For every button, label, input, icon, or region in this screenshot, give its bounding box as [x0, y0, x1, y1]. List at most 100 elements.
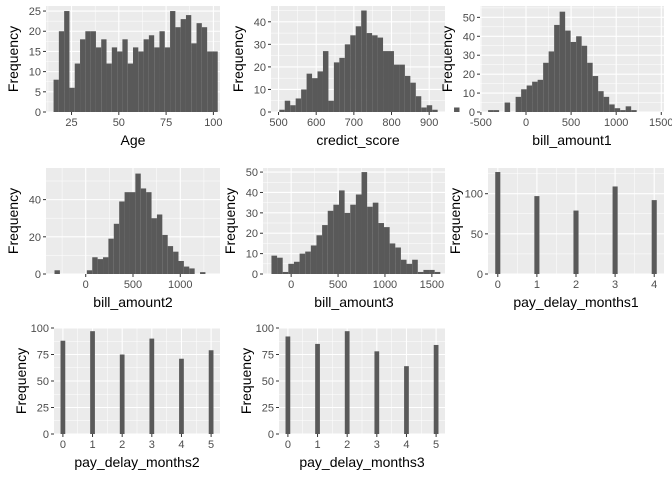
x-tick-label: 0	[83, 279, 89, 291]
histogram-bar	[92, 257, 98, 274]
histogram-bar	[344, 331, 350, 434]
y-tick-label: 0	[268, 429, 274, 441]
y-axis-title: Frequency	[13, 348, 29, 414]
x-tick-label: 1000	[373, 279, 397, 291]
x-tick-label: 3	[612, 279, 618, 291]
x-tick-label: 1500	[420, 279, 444, 291]
histogram-bar	[133, 47, 139, 113]
histogram-bar	[103, 257, 109, 274]
x-tick-label: 4	[403, 439, 409, 451]
histogram-bar	[423, 269, 430, 274]
histogram-bar	[167, 246, 174, 274]
histogram-bar	[404, 366, 409, 434]
x-tick-label: 100	[204, 117, 222, 129]
y-tick-label: 75	[262, 350, 274, 362]
histogram-bar	[366, 33, 373, 113]
x-axis-title: bill_amount1	[532, 132, 612, 148]
x-axis-title: pay_delay_months2	[74, 454, 200, 470]
x-tick-label: 500	[562, 117, 580, 129]
histogram-bar	[433, 344, 439, 434]
histogram-bar	[372, 35, 378, 112]
histogram-bar	[399, 64, 405, 112]
y-tick-label: 30	[463, 50, 475, 62]
y-tick-label: 0	[35, 107, 41, 119]
x-tick-label: 500	[329, 279, 347, 291]
x-tick-label: 0	[495, 279, 501, 291]
histogram-bar	[378, 223, 385, 274]
y-tick-label: 0	[252, 269, 258, 281]
histogram-bar	[504, 102, 511, 112]
y-tick-label: 20	[254, 62, 266, 74]
histogram-bar	[333, 204, 339, 274]
y-tick-label: 100	[256, 323, 274, 335]
x-tick-label: 1	[89, 439, 95, 451]
x-tick-label: 3	[149, 439, 155, 451]
x-tick-label: 800	[382, 117, 400, 129]
histogram-bar	[191, 43, 197, 112]
histogram-bar	[534, 196, 540, 274]
histogram-bar	[106, 63, 112, 112]
histogram-bar	[570, 41, 577, 112]
histogram-bar	[434, 271, 441, 274]
y-tick-label: 40	[246, 187, 258, 199]
histogram-bar	[338, 190, 345, 274]
x-tick-label: 0	[288, 279, 294, 291]
histogram-bar	[122, 39, 128, 112]
histogram-bar	[587, 62, 593, 112]
x-tick-label: 500	[124, 279, 142, 291]
x-tick-label: 900	[420, 117, 438, 129]
histogram-bar	[299, 253, 306, 274]
x-tick-label: 0	[60, 439, 66, 451]
histogram-bar	[170, 11, 176, 112]
histogram-bar	[183, 266, 190, 274]
histogram-bar	[344, 212, 351, 274]
y-tick-label: 50	[246, 167, 258, 179]
histogram-bar	[54, 270, 60, 274]
histogram-bar	[559, 11, 566, 112]
histogram-bar	[284, 100, 291, 112]
histogram-bar	[592, 76, 599, 112]
y-axis-title: Frequency	[5, 188, 21, 254]
histogram-bar	[178, 260, 184, 274]
x-tick-label: 700	[345, 117, 363, 129]
y-tick-label: 5	[35, 87, 41, 99]
histogram-bar	[609, 104, 615, 112]
histogram-panel: 0 50 100 0 1 2 3 4 pay_delay_months1 Frequency	[447, 168, 664, 310]
y-axis-title: Frequency	[439, 26, 455, 92]
histogram-bar	[111, 47, 118, 113]
x-axis-title: Age	[121, 132, 146, 148]
histogram-bar	[493, 110, 500, 112]
histogram-bar	[355, 26, 362, 112]
x-tick-label: 0	[285, 439, 291, 451]
histogram-bar	[565, 30, 571, 112]
histogram-bar	[127, 63, 133, 112]
histogram-bar	[603, 96, 610, 112]
histogram-bar	[149, 338, 155, 434]
histogram-bar	[69, 87, 75, 112]
histogram-bar	[74, 63, 81, 112]
histogram-bar	[374, 351, 380, 434]
histogram-bar	[138, 51, 144, 112]
histogram-bar	[282, 271, 289, 274]
histogram-bar	[322, 225, 328, 274]
x-tick-label: 1000	[604, 117, 628, 129]
histogram-bar	[388, 51, 394, 112]
y-tick-label: 30	[246, 208, 258, 220]
histogram-bar	[293, 261, 300, 274]
histogram-bar	[180, 19, 186, 112]
histogram-bar	[285, 336, 291, 434]
x-tick-label: 5	[433, 439, 439, 451]
y-tick-label: 10	[246, 249, 258, 261]
histogram-panel: 0 10 20 30 40 500 600 700 800 900 credict_score Fre…	[230, 6, 460, 148]
y-tick-label: 10	[29, 67, 41, 79]
histogram-bar	[367, 206, 373, 274]
histogram-bar	[189, 268, 195, 274]
histogram-bar	[200, 272, 206, 274]
y-tick-label: 10	[254, 84, 266, 96]
histogram-bar	[85, 31, 91, 112]
histogram-bar	[543, 62, 549, 112]
histogram-bar	[64, 11, 70, 112]
histogram-bar	[395, 247, 401, 274]
